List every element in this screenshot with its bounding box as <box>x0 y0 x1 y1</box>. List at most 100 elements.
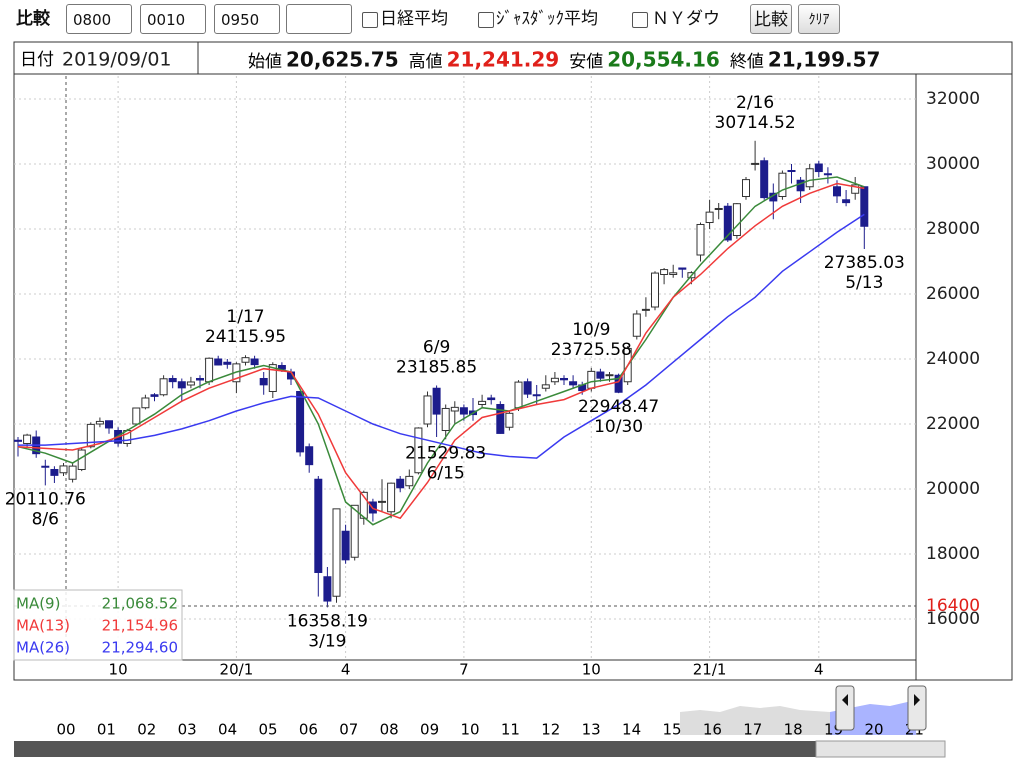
annotation-value: 23185.85 <box>396 357 477 377</box>
candle-body <box>596 371 605 379</box>
compare-label: 比較 <box>16 9 50 29</box>
candle-body <box>450 406 459 412</box>
ma-line <box>17 182 865 520</box>
candle-body <box>150 394 159 397</box>
x-tick-label: 4 <box>341 661 351 679</box>
annotation-value: 24115.95 <box>205 327 286 347</box>
candle-body <box>95 420 104 425</box>
clear-button[interactable]: ｸﾘｱ <box>798 4 840 34</box>
legend-value: 21,068.52 <box>102 595 178 613</box>
candle-body <box>805 168 814 188</box>
y-tick-label: 30000 <box>926 154 980 174</box>
annotation-value: 27385.03 <box>824 253 905 273</box>
info-label: 終値 <box>730 52 764 72</box>
x-tick-label: 10 <box>582 661 601 679</box>
scrollbar-thumb[interactable] <box>815 740 946 758</box>
annotation-date: 1/17 <box>226 307 264 327</box>
y-tick-label: 28000 <box>926 219 980 239</box>
candle-body <box>305 446 314 466</box>
navigator-label: 20 <box>864 721 883 739</box>
candle-body <box>723 205 732 241</box>
candle-body <box>550 377 559 383</box>
code-input[interactable] <box>286 4 352 34</box>
navigator-label: 06 <box>299 721 318 739</box>
navigator-label: 15 <box>662 721 681 739</box>
candle-body <box>696 223 705 256</box>
candle-body <box>833 186 841 197</box>
candle-body <box>605 374 614 377</box>
legend-value: 21,154.96 <box>102 617 178 635</box>
candle-body <box>842 199 851 204</box>
range-handle[interactable] <box>835 685 855 731</box>
candle-body <box>569 381 578 386</box>
navigator-label: 11 <box>501 721 520 739</box>
frame <box>13 41 1013 681</box>
checkbox[interactable] <box>362 12 378 28</box>
navigator-label: 12 <box>541 721 560 739</box>
info-value: 21,199.57 <box>768 48 881 72</box>
annotation-value: 16358.19 <box>287 611 368 631</box>
candle-body <box>41 465 50 468</box>
scrollbar-track <box>14 741 945 757</box>
x-tick-label: 20/1 <box>220 661 254 679</box>
candle-body <box>523 381 532 395</box>
candle-body <box>387 482 396 513</box>
candle-body <box>641 308 650 311</box>
y-tick-label: 20000 <box>926 479 980 499</box>
candle-body <box>196 377 204 381</box>
checkbox[interactable] <box>478 12 494 28</box>
range-handle[interactable] <box>907 685 927 731</box>
candle-body <box>59 465 68 474</box>
candle-body <box>587 370 596 389</box>
candle-body <box>105 420 113 429</box>
candle-body <box>760 160 769 199</box>
candle-body <box>86 423 95 448</box>
annotation-value: 23725.58 <box>551 340 632 360</box>
candle-body <box>851 184 860 194</box>
candle-body <box>814 163 823 173</box>
crosshair-label: 16400 <box>926 596 980 616</box>
navigator-label: 08 <box>380 721 399 739</box>
code-input[interactable]: 0950 <box>214 4 280 34</box>
annotation-date: 10/9 <box>572 320 610 340</box>
y-tick-label: 24000 <box>926 349 980 369</box>
code-input[interactable]: 0800 <box>66 4 132 34</box>
y-tick-label: 18000 <box>926 544 980 564</box>
candle-body <box>341 530 350 561</box>
candle-body <box>514 381 523 409</box>
code-input[interactable]: 0010 <box>140 4 206 34</box>
candle-body <box>705 211 714 224</box>
info-label: 始値 <box>248 52 282 72</box>
candle-body <box>678 267 687 270</box>
candle-body <box>250 358 259 366</box>
compare-button[interactable]: 比較 <box>750 4 792 34</box>
navigator-label: 16 <box>703 721 722 739</box>
navigator-label: 13 <box>582 721 601 739</box>
date-label: 日付 <box>20 50 54 70</box>
candle-body <box>478 400 487 405</box>
candle-body <box>214 358 223 366</box>
candle-body <box>259 377 268 386</box>
candle-body <box>405 475 414 487</box>
candle-body <box>532 394 541 397</box>
info-value: 21,241.29 <box>447 48 560 72</box>
x-tick-label: 4 <box>814 661 824 679</box>
annotation-date: 6/9 <box>423 337 450 357</box>
checkbox[interactable] <box>632 12 648 28</box>
navigator-label: 04 <box>218 721 237 739</box>
candle-body <box>787 170 796 173</box>
plot: 20110.768/61/1724115.9516358.193/196/923… <box>5 93 916 651</box>
candle-body <box>296 390 305 453</box>
candle-body <box>487 397 496 401</box>
y-tick-label: 16000 <box>926 609 980 629</box>
candle-body <box>614 374 623 393</box>
candle-body <box>177 381 186 389</box>
navigator-label: 17 <box>743 721 762 739</box>
legend-value: 21,294.60 <box>102 639 178 657</box>
ma-line <box>18 213 865 459</box>
legend-box <box>13 589 183 661</box>
y-tick-label: 26000 <box>926 284 980 304</box>
annotation-value: 21529.83 <box>405 443 486 463</box>
candle-body <box>541 384 550 389</box>
